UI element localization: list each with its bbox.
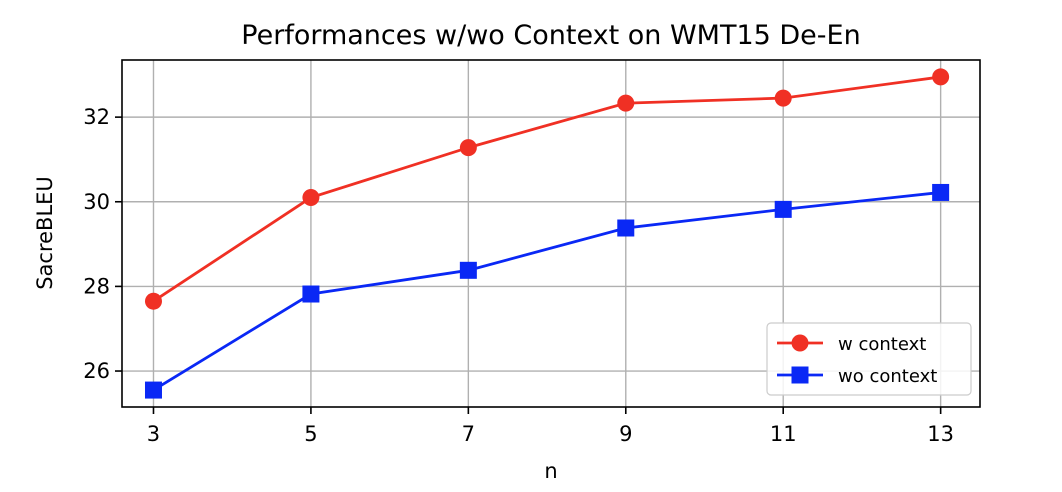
chart-title: Performances w/wo Context on WMT15 De-En xyxy=(241,20,860,51)
series-line-0 xyxy=(152,75,941,303)
x-tick-label: 11 xyxy=(770,422,797,446)
legend-marker xyxy=(791,334,809,352)
data-point xyxy=(302,189,320,207)
data-point xyxy=(459,139,477,157)
x-tick-label: 13 xyxy=(927,422,954,446)
x-tick-label: 7 xyxy=(462,422,475,446)
y-tick-label: 32 xyxy=(83,105,110,129)
legend-label: wo context xyxy=(838,366,937,387)
plot-frame xyxy=(121,59,981,408)
legend-marker xyxy=(791,366,809,384)
legend-box xyxy=(766,322,972,396)
data-point xyxy=(144,381,162,399)
y-axis-label: SacreBLEU xyxy=(33,176,57,290)
plot-series xyxy=(144,68,950,399)
x-tick-label: 3 xyxy=(147,422,160,446)
data-point xyxy=(774,200,792,218)
x-tick-label: 9 xyxy=(619,422,632,446)
y-tick-label: 28 xyxy=(83,274,110,298)
data-point xyxy=(617,219,635,237)
data-point xyxy=(459,261,477,279)
grid-lines xyxy=(122,60,980,407)
legend-label: w context xyxy=(838,334,926,355)
data-point xyxy=(144,292,162,310)
x-tick-label: 5 xyxy=(304,422,317,446)
legend: w context wo context xyxy=(766,322,972,396)
data-point xyxy=(932,183,950,201)
data-point xyxy=(774,89,792,107)
series-line-1 xyxy=(152,191,941,392)
y-tick-label: 26 xyxy=(83,359,110,383)
data-point xyxy=(302,285,320,303)
data-point xyxy=(932,68,950,86)
x-axis-label: n xyxy=(544,459,557,483)
axis-ticks: 3 5 7 9 11 13 26 28 30 32 xyxy=(83,105,954,446)
data-point xyxy=(617,94,635,112)
y-tick-label: 30 xyxy=(83,190,110,214)
